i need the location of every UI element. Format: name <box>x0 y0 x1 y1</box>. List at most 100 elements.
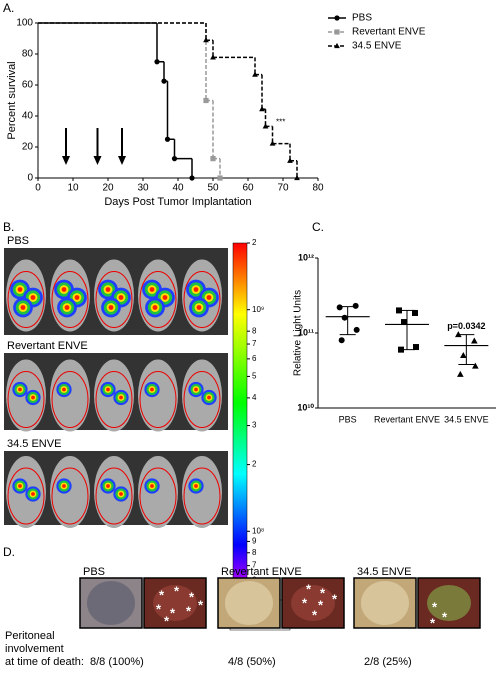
marker <box>252 71 258 77</box>
signal <box>62 484 66 488</box>
group-label: PBS <box>83 566 105 578</box>
color-bar-tick-label: 9 <box>252 537 257 546</box>
tumor-marker: * <box>302 595 308 610</box>
x-tick-label: 10 <box>67 183 79 194</box>
marker <box>398 346 404 353</box>
signal <box>20 305 26 310</box>
legend-marker <box>334 15 340 21</box>
signal <box>119 492 123 496</box>
x-tick-label: 0 <box>35 183 41 194</box>
marker <box>460 351 467 358</box>
marker <box>217 175 223 181</box>
tumor-marker: * <box>430 615 436 630</box>
signal <box>18 387 22 392</box>
marker <box>171 156 178 162</box>
x-axis-label: Days Post Tumor Implantation <box>104 196 251 208</box>
organs <box>291 585 335 621</box>
arrow-head <box>62 156 70 165</box>
panel-label: B. <box>3 220 14 234</box>
marker <box>396 307 402 314</box>
tumor-marker: * <box>442 609 448 624</box>
marker <box>353 326 360 333</box>
x-tick-label: 70 <box>277 183 289 194</box>
arrow-head <box>118 156 126 165</box>
signal <box>150 387 154 392</box>
y-tick-label: 0 <box>27 173 33 184</box>
group-label: 34.5 ENVE <box>357 566 411 578</box>
marker <box>336 304 343 311</box>
legend-marker <box>334 42 340 49</box>
signal <box>106 484 110 488</box>
signal <box>119 395 123 400</box>
roi <box>139 371 177 428</box>
marker <box>259 106 265 112</box>
body-shape <box>225 581 273 625</box>
tumor-marker: * <box>306 581 312 596</box>
signal <box>31 395 35 400</box>
x-tick-label: 50 <box>207 183 219 194</box>
panel-label: D. <box>3 545 15 559</box>
tumor-marker: * <box>312 607 318 622</box>
x-tick-label: 80 <box>312 183 324 194</box>
roi <box>183 371 221 428</box>
roi <box>51 271 89 328</box>
x-tick-label: 34.5 ENVE <box>444 414 489 424</box>
legend-marker <box>334 29 340 35</box>
color-bar-tick-label: 10⁹ <box>252 305 264 314</box>
marker <box>294 174 300 181</box>
y-axis-label: Percent survival <box>6 61 18 139</box>
involvement-label: at time of death: <box>5 656 84 668</box>
signal <box>64 305 70 310</box>
marker <box>412 309 418 316</box>
mouse <box>182 456 222 528</box>
mouse <box>138 359 178 432</box>
color-bar-tick-label: 7 <box>252 561 257 570</box>
roi <box>95 271 133 328</box>
color-bar-tick-label: 8 <box>252 548 257 557</box>
y-tick-label: 80 <box>22 49 34 60</box>
roi <box>95 371 133 428</box>
signal <box>62 387 66 392</box>
marker <box>457 370 464 377</box>
roi <box>139 467 177 525</box>
panel-label: C. <box>312 220 324 234</box>
x-tick-label: 30 <box>137 183 149 194</box>
involvement-label: involvement <box>5 643 64 655</box>
x-tick-label: Revertant ENVE <box>374 414 440 424</box>
marker <box>352 302 359 309</box>
tumor-marker: * <box>318 597 324 612</box>
marker <box>269 140 276 146</box>
color-bar-tick-label: 5 <box>252 372 257 381</box>
color-bar-tick-label: 7 <box>252 339 257 348</box>
y-tick-label: 20 <box>22 142 34 153</box>
legend-label: 34.5 ENVE <box>352 41 402 52</box>
x-tick-label: PBS <box>339 414 357 424</box>
marker <box>341 314 348 321</box>
marker <box>203 37 209 43</box>
signal <box>196 305 202 310</box>
mouse <box>138 456 178 528</box>
marker <box>287 157 293 163</box>
signal <box>105 287 111 292</box>
marker <box>401 319 407 326</box>
y-tick-label: 60 <box>22 80 34 91</box>
signal <box>31 492 35 496</box>
signal <box>106 387 110 392</box>
group-label: Revertant ENVE <box>221 566 302 578</box>
legend-label: PBS <box>352 13 372 24</box>
y-tick-label: 10¹⁰ <box>297 402 314 412</box>
tumor-marker: * <box>156 601 162 616</box>
signal <box>18 484 22 488</box>
involvement-value: 8/8 (100%) <box>90 656 144 668</box>
group-label: PBS <box>7 235 29 247</box>
y-tick-label: 100 <box>16 18 33 29</box>
marker <box>338 337 345 344</box>
signal <box>149 287 155 292</box>
signal <box>193 287 199 292</box>
involvement-label: Peritoneal <box>5 630 55 642</box>
signal <box>152 305 158 310</box>
tumor-marker: * <box>186 603 192 618</box>
roi <box>7 371 45 428</box>
legend-label: Revertant ENVE <box>352 27 426 38</box>
